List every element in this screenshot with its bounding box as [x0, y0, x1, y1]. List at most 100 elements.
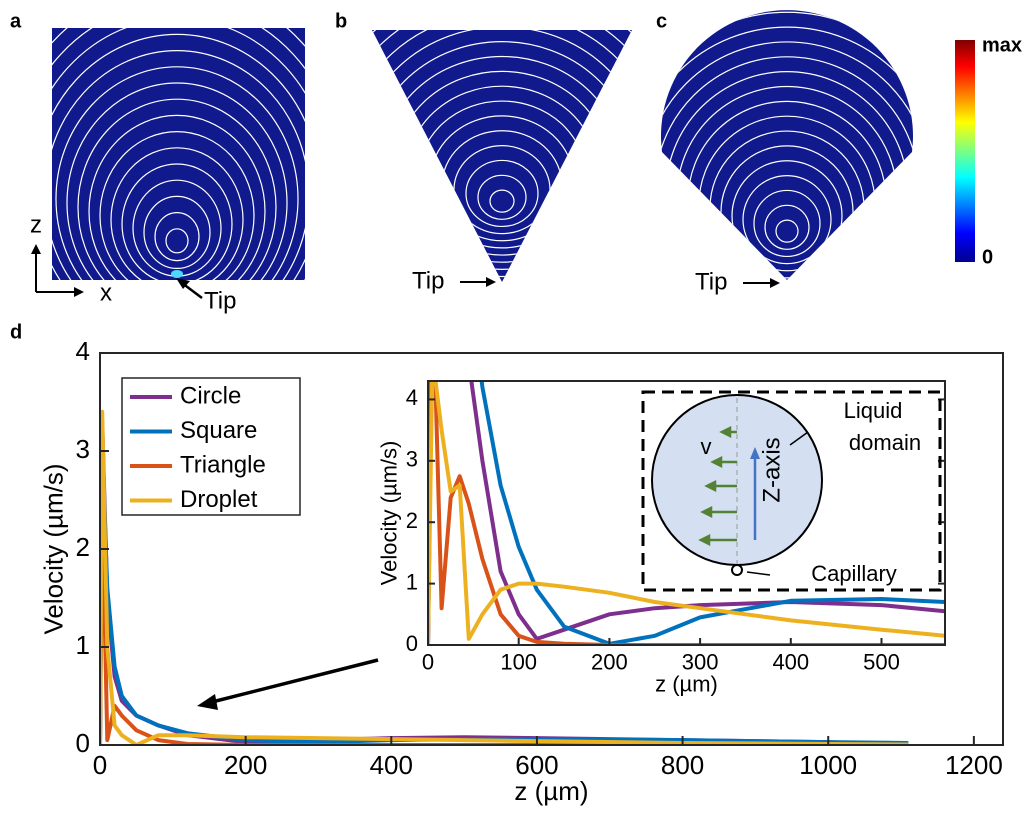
arrow-head — [74, 287, 84, 297]
streamline — [121, 163, 233, 280]
y-tick-label: 3 — [76, 434, 90, 464]
lines — [428, 381, 945, 645]
streamline — [154, 212, 200, 262]
colorbar-label: max — [982, 34, 1022, 56]
y-tick-label: 2 — [406, 508, 418, 533]
x-tick-label: 600 — [515, 750, 558, 780]
x-tick-label: 200 — [224, 750, 267, 780]
axis-label: z — [30, 211, 42, 238]
x-tick-label: 400 — [772, 650, 809, 675]
legend-label: Droplet — [180, 486, 258, 513]
y-tick-label: 0 — [76, 728, 90, 758]
panel-c: c Tip — [656, 10, 913, 295]
streamline — [661, 41, 913, 280]
y-tick-label: 2 — [76, 532, 90, 562]
streamline — [55, 66, 299, 280]
x-tick-label: 500 — [863, 650, 900, 675]
leader — [789, 431, 809, 446]
streamline — [489, 189, 515, 213]
x-tick-label: 0 — [422, 650, 434, 675]
x-tick-label: 100 — [500, 650, 537, 675]
panel-a: a z x Tip — [10, 10, 305, 314]
velocity-arrows — [698, 425, 737, 547]
arrow-head — [197, 694, 218, 710]
tip-hotspot — [171, 270, 183, 278]
y-tick-label: 1 — [406, 569, 418, 594]
arrow-head — [31, 244, 41, 254]
annotation: Liquid — [844, 398, 903, 423]
streamline — [477, 174, 527, 220]
streamline — [731, 160, 843, 272]
streamline — [720, 145, 854, 279]
annotation: Tip — [695, 268, 727, 295]
x-axis-label: z (µm) — [514, 776, 588, 806]
x-tick-label: 1000 — [799, 750, 857, 780]
annotation: Z-axis — [758, 437, 785, 502]
y-tick-label: 1 — [76, 630, 90, 660]
arrow-head — [750, 447, 760, 459]
panel-label: b — [335, 10, 347, 32]
axes-box — [427, 380, 946, 646]
y-tick-label: 3 — [406, 447, 418, 472]
streamline — [661, 11, 913, 280]
annotation: v — [701, 434, 712, 459]
streamline — [742, 175, 832, 265]
flow-field — [52, 28, 305, 280]
arrow-head — [770, 278, 780, 288]
streamline — [465, 159, 539, 228]
x-tick-label: 400 — [370, 750, 413, 780]
streamline — [165, 228, 189, 254]
legend-label: Square — [180, 417, 257, 444]
panel-label: d — [10, 321, 22, 343]
streamline — [753, 189, 821, 258]
streamline — [775, 219, 799, 243]
series-line — [100, 409, 909, 745]
colorbar — [955, 40, 975, 262]
y-tick-label: 4 — [406, 385, 418, 410]
streamline — [66, 82, 288, 280]
x-tick-label: 200 — [591, 650, 628, 675]
panel-label: c — [656, 10, 667, 32]
schematic: v Z-axis Liquid domain Capillary — [641, 390, 942, 592]
streamline — [52, 33, 305, 280]
leader — [746, 571, 771, 576]
streamline — [77, 98, 277, 280]
x-tick-label: 800 — [661, 750, 704, 780]
flow-field — [372, 30, 632, 282]
y-tick-label: 0 — [406, 631, 418, 656]
legend-box — [121, 377, 301, 516]
x-tick-label: 0 — [93, 750, 107, 780]
streamline — [99, 131, 255, 280]
streamline — [661, 26, 913, 280]
series-line — [428, 381, 945, 645]
streamline — [143, 195, 211, 269]
panel-label: a — [10, 10, 22, 32]
capillary — [731, 564, 743, 576]
annotation: Tip — [412, 267, 444, 294]
flow-field — [661, 10, 913, 280]
annotation: Tip — [204, 287, 236, 314]
x-tick-label: 300 — [682, 650, 719, 675]
legend-label: Triangle — [180, 451, 266, 478]
x-tick-label: 1200 — [945, 750, 1003, 780]
legend-label: Circle — [180, 382, 241, 409]
axis-label: x — [100, 279, 112, 306]
series-line — [428, 381, 945, 645]
y-axis-label: Velocity (µm/s) — [376, 441, 401, 586]
y-tick-label: 4 — [76, 336, 90, 366]
zoom-arrow — [211, 658, 379, 704]
streamline — [661, 56, 913, 280]
arrow-head — [176, 278, 190, 289]
streamline — [372, 41, 632, 282]
streamline — [764, 204, 810, 250]
streamline — [110, 147, 244, 280]
annotation: Capillary — [811, 561, 897, 586]
x-axis-label: z (µm) — [655, 672, 718, 697]
colorbar-label: 0 — [982, 246, 993, 268]
streamline — [52, 50, 305, 280]
arrow-head — [486, 277, 496, 287]
streamline — [88, 114, 266, 280]
